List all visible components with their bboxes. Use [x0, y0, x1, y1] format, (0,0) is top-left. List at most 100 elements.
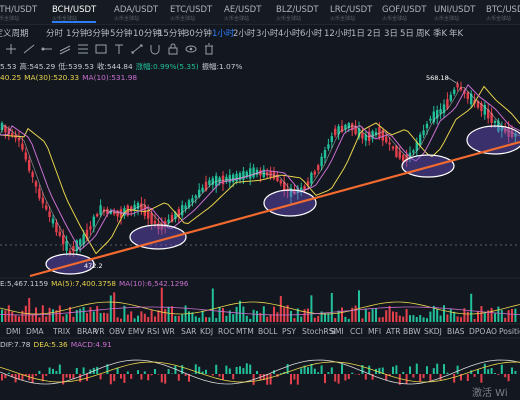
indicator-option[interactable]: ATR — [386, 327, 401, 336]
candle-body — [68, 250, 72, 254]
candle-body — [211, 178, 214, 185]
timeframe-option[interactable]: 2小时 — [233, 29, 256, 39]
symbol-tab[interactable]: GOF/USDT 火币全球站 — [382, 2, 440, 22]
macd-bar — [347, 374, 350, 379]
volume-bar — [320, 311, 323, 322]
volume-bar — [368, 311, 371, 322]
indicator-option[interactable]: DMI — [6, 327, 21, 336]
volume-bar — [494, 313, 496, 322]
volume-bar — [205, 317, 207, 322]
timeframe-option[interactable]: 周K — [416, 29, 431, 39]
timeframe-option[interactable]: 1日 — [351, 29, 365, 39]
indicator-option[interactable]: StochRSI — [302, 327, 336, 336]
indicator-option[interactable]: RSI — [147, 327, 160, 336]
macd-bar — [507, 374, 510, 382]
symbol-tab[interactable]: ADA/USDT 火币全球站 — [114, 2, 172, 22]
timeframe-option[interactable]: 5日 — [400, 29, 414, 39]
symbol-tab[interactable]: UNI/USDT 火币全球站 — [434, 2, 492, 22]
indicator-option[interactable]: BIAS — [447, 327, 465, 336]
indicator-option[interactable]: AO — [486, 327, 498, 336]
candle-body — [391, 146, 395, 149]
symbol-tab[interactable]: BLZ/USDT 火币全球站 — [276, 2, 334, 22]
indicator-option[interactable]: CCI — [350, 327, 363, 336]
indicator-option[interactable]: DPO — [469, 327, 486, 336]
indicator-option[interactable]: SMI — [330, 327, 344, 336]
indicator-option[interactable]: DMA — [26, 327, 44, 336]
timeframe-option[interactable]: 自定义周期 — [0, 29, 29, 39]
ohlc-readout: 5.53 高:545.29 低:539.53 收:544.84 涨幅:0.99%(5.3… — [0, 61, 245, 72]
timeframe-option[interactable]: 1小时 — [212, 29, 235, 39]
indicator-option[interactable]: OBV — [109, 327, 126, 336]
timeframe-option[interactable]: 3分钟 — [87, 29, 110, 39]
symbol-tab-label: ADA/USDT — [114, 5, 159, 15]
timeframe-option[interactable]: 2日 — [367, 29, 381, 39]
macd-bar — [432, 368, 435, 374]
timeframe-option[interactable]: 30分钟 — [184, 29, 212, 39]
indicator-option[interactable]: ROC — [218, 327, 235, 336]
macd-bar — [337, 374, 340, 384]
crosshair-icon[interactable] — [4, 43, 18, 55]
timeframe-option[interactable]: 分时 — [46, 29, 64, 39]
macd-bar — [147, 374, 150, 381]
ray-icon[interactable] — [40, 43, 54, 55]
volume-bar — [327, 313, 330, 322]
indicator-option[interactable]: WR — [162, 327, 175, 336]
indicator-option[interactable]: Position — [499, 327, 520, 336]
indicator-option[interactable]: KDJ — [200, 327, 214, 336]
macd-bar — [487, 369, 490, 374]
volume-bar — [514, 308, 517, 322]
fibonacci-icon[interactable] — [76, 43, 90, 55]
timeframe-option[interactable]: 3小时 — [256, 29, 279, 39]
channel-icon[interactable] — [58, 43, 72, 55]
timeframe-option[interactable]: 季K — [433, 29, 448, 39]
rectangle-icon[interactable] — [94, 43, 108, 55]
volume-bar — [392, 311, 394, 322]
indicator-option[interactable]: MTM — [236, 327, 254, 336]
symbol-tab[interactable]: ETC/USDT 火币全球站 — [170, 2, 228, 22]
macd-bar — [334, 374, 337, 382]
macd-dif-value: DIF:7.78 — [0, 340, 31, 349]
symbol-tab[interactable]: AE/USDT 火币全球站 — [224, 2, 282, 22]
volume-bar — [191, 312, 194, 322]
indicator-option[interactable]: TRIX — [53, 327, 71, 336]
symbol-tab[interactable]: BCH/USDT 火币全球站 — [52, 2, 110, 23]
indicator-option[interactable]: VR — [94, 327, 105, 336]
indicator-option[interactable]: PSY — [282, 327, 297, 336]
candle-body — [232, 174, 235, 182]
timeframe-option[interactable]: 6小时 — [300, 29, 323, 39]
trendline-icon[interactable] — [22, 43, 36, 55]
indicator-option[interactable]: BOLL — [258, 327, 278, 336]
indicator-option[interactable]: SKDJ — [424, 327, 442, 336]
visibility-icon[interactable] — [184, 43, 198, 55]
volume-bar — [490, 307, 493, 322]
volume-bar — [79, 308, 82, 322]
timeframe-option[interactable]: 5分钟 — [110, 29, 133, 39]
indicator-option[interactable]: BBW — [403, 327, 421, 336]
volume-bar — [473, 318, 476, 322]
volume-bar — [7, 305, 10, 322]
symbol-tab[interactable]: LRC/USDT 火币全球站 — [330, 2, 388, 22]
magnet-icon[interactable] — [148, 43, 162, 55]
volume-bar — [55, 310, 58, 322]
text-tool-icon[interactable] — [112, 43, 126, 55]
indicator-option[interactable]: EMV — [128, 327, 145, 336]
timeframe-option[interactable]: 15分钟 — [158, 29, 186, 39]
measure-icon[interactable] — [130, 43, 144, 55]
indicator-option[interactable]: MFI — [368, 327, 382, 336]
timeframe-option[interactable]: 4小时 — [278, 29, 301, 39]
timeframe-option[interactable]: 10分钟 — [133, 29, 161, 39]
indicator-option[interactable]: SAR — [181, 327, 197, 336]
timeframe-option[interactable]: 12小时 — [324, 29, 352, 39]
timeframe-option[interactable]: 1分钟 — [66, 29, 89, 39]
delete-icon[interactable] — [202, 43, 216, 55]
timeframe-option[interactable]: 3日 — [384, 29, 398, 39]
indicator-option[interactable]: BRAR — [77, 327, 98, 336]
timeframe-option[interactable]: 年K — [449, 29, 464, 39]
lock-icon[interactable] — [166, 43, 180, 55]
macd-bar — [249, 364, 252, 374]
candle-body — [476, 101, 480, 108]
symbol-tab-exchange: 火币全球站 — [224, 16, 250, 22]
